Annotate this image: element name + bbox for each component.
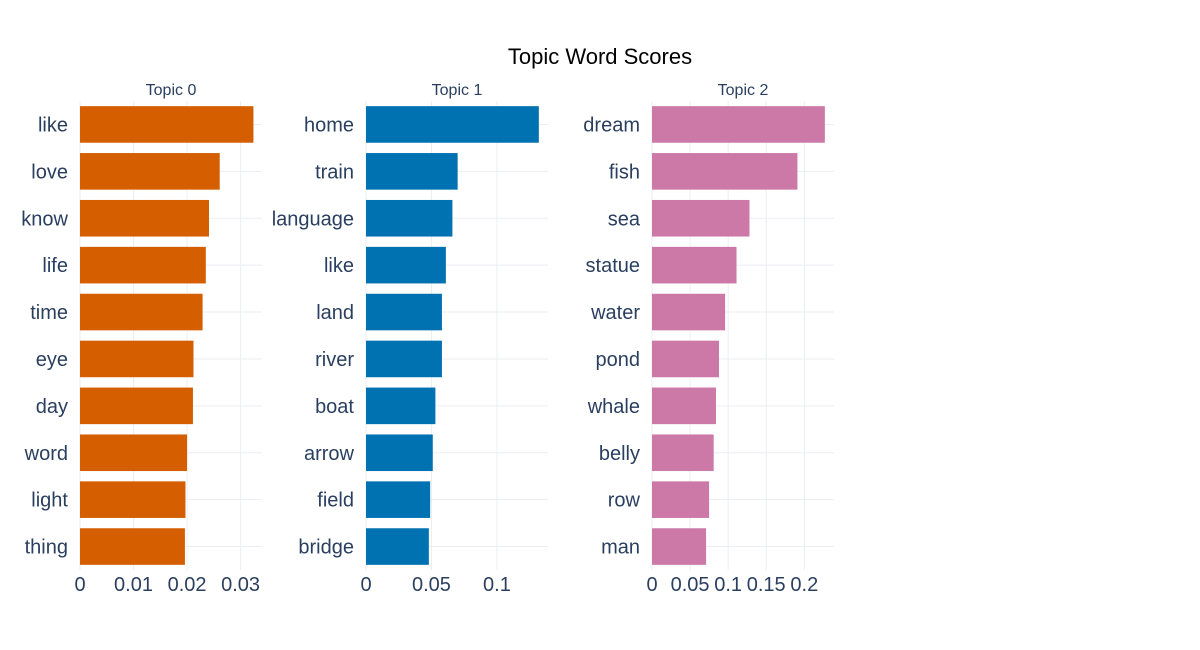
x-tick-label: 0.1: [714, 574, 742, 596]
x-tick-label: 0.03: [221, 574, 260, 596]
bar-bridge: [366, 528, 429, 565]
category-label: field: [317, 490, 354, 512]
category-label: language: [272, 208, 354, 230]
bar-dream: [652, 106, 825, 143]
bar-row: [652, 481, 710, 518]
x-tick-label: 0.01: [114, 574, 153, 596]
category-label: train: [315, 161, 354, 183]
bar-sea: [652, 199, 750, 237]
category-label: whale: [587, 396, 640, 418]
bar-water: [652, 293, 726, 331]
subplot-title: Topic 1: [432, 82, 483, 99]
category-label: eye: [36, 349, 68, 371]
subplot-title: Topic 0: [146, 82, 197, 99]
category-label: belly: [599, 443, 640, 465]
category-label: light: [31, 490, 68, 512]
bar-know: [80, 199, 210, 237]
category-label: like: [324, 255, 354, 277]
category-label: fish: [609, 161, 640, 183]
category-label: word: [24, 443, 68, 465]
subplot-title: Topic 2: [718, 82, 769, 99]
chart-title: Topic Word Scores: [507, 44, 693, 69]
topic-panel-0: Topic 0 like love know life time eye day word lig…: [21, 82, 262, 596]
category-label: time: [30, 302, 68, 324]
category-label: like: [38, 114, 68, 136]
bar-field: [366, 481, 431, 518]
bar-arrow: [366, 434, 433, 472]
bar-man: [652, 528, 707, 565]
bar-whale: [652, 387, 716, 425]
topic-panel-2: Topic 2 dream fish sea statue water pond whale b…: [583, 82, 834, 596]
topic-panel-1: Topic 1 home train language like land river boa…: [272, 82, 548, 596]
category-label: day: [36, 396, 68, 418]
category-label: sea: [608, 208, 641, 230]
bar-thing: [80, 528, 185, 565]
bar-train: [366, 153, 458, 190]
category-label: land: [316, 302, 354, 324]
category-label: pond: [596, 349, 641, 371]
bar-day: [80, 387, 193, 425]
bar-boat: [366, 387, 436, 425]
category-label: row: [608, 490, 641, 512]
category-label: river: [315, 349, 354, 371]
bar-river: [366, 340, 442, 378]
bar-love: [80, 153, 220, 190]
bar-life: [80, 246, 206, 284]
category-label: bridge: [298, 537, 354, 559]
bar-belly: [652, 434, 714, 472]
category-label: water: [590, 302, 640, 324]
category-label: life: [42, 255, 68, 277]
category-label: home: [304, 114, 354, 136]
x-tick-label: 0.2: [790, 574, 818, 596]
x-tick-label: 0.02: [168, 574, 207, 596]
bar-time: [80, 293, 203, 331]
x-tick-label: 0.05: [671, 574, 710, 596]
bar-statue: [652, 246, 737, 284]
category-label: arrow: [304, 443, 355, 465]
category-label: dream: [583, 114, 640, 136]
bar-land: [366, 293, 442, 331]
bar-pond: [652, 340, 720, 378]
bar-like: [80, 106, 254, 143]
bar-light: [80, 481, 186, 518]
bar-home: [366, 106, 539, 143]
bar-eye: [80, 340, 194, 378]
category-label: boat: [315, 396, 354, 418]
category-label: man: [601, 537, 640, 559]
bar-fish: [652, 153, 798, 190]
category-label: thing: [25, 537, 68, 559]
bar-word: [80, 434, 188, 472]
category-label: love: [31, 161, 68, 183]
x-tick-label: 0.1: [483, 574, 511, 596]
category-label: know: [21, 208, 68, 230]
x-tick-label: 0: [360, 574, 371, 596]
bar-language: [366, 199, 453, 237]
x-tick-label: 0: [74, 574, 85, 596]
category-label: statue: [586, 255, 640, 277]
bar-like: [366, 246, 446, 284]
x-tick-label: 0.05: [412, 574, 451, 596]
x-tick-label: 0: [646, 574, 657, 596]
x-tick-label: 0.15: [747, 574, 786, 596]
